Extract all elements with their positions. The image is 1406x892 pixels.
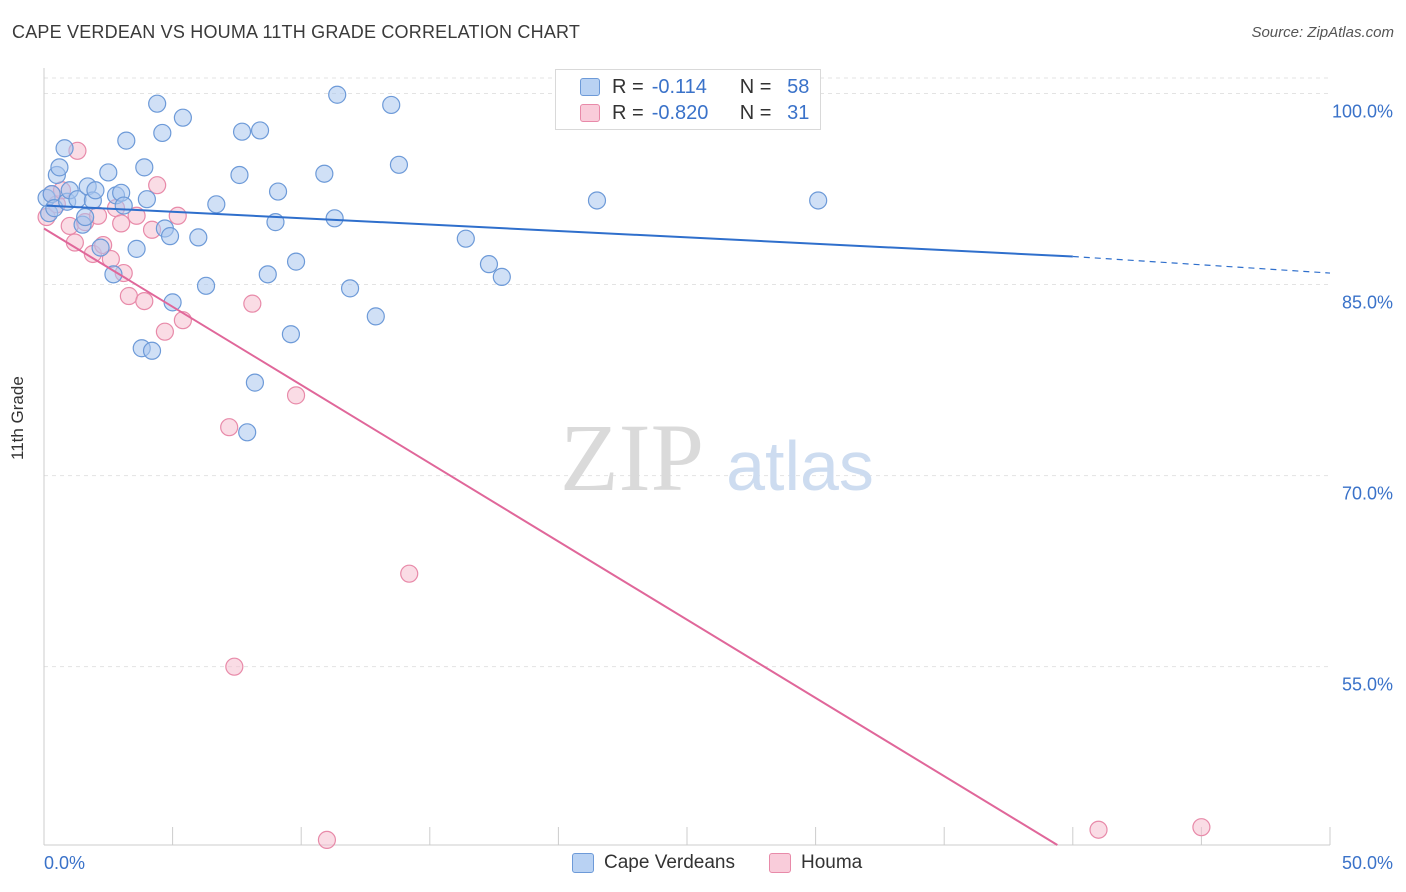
legend-row-cape-verdeans: R = -0.114 N = 58 xyxy=(580,75,809,99)
point-houma xyxy=(127,206,146,225)
point-cape-verdean xyxy=(238,423,257,442)
point-cape-verdean xyxy=(160,227,180,246)
point-cape-verdean xyxy=(245,373,265,392)
trend-line-cape-verdeans xyxy=(46,204,1073,258)
point-houma xyxy=(119,286,138,306)
legend-label-houma: Houma xyxy=(801,852,863,873)
point-cape-verdean xyxy=(127,239,146,258)
point-cape-verdean xyxy=(189,228,208,247)
legend-item-cape-verdeans[interactable]: Cape Verdeans xyxy=(572,852,735,874)
watermark-atlas: atlas xyxy=(726,427,874,505)
series-legend: Cape Verdeans Houma xyxy=(572,852,896,874)
point-cape-verdean xyxy=(114,196,133,215)
point-houma xyxy=(243,294,262,313)
point-houma xyxy=(112,214,131,233)
point-cape-verdean xyxy=(809,191,828,210)
legend-r-value: -0.820 xyxy=(651,101,709,124)
watermark-zip: ZIP xyxy=(560,404,704,511)
point-cape-verdean xyxy=(230,165,249,185)
legend-r-label: R = xyxy=(612,101,644,124)
point-cape-verdean xyxy=(268,182,288,201)
point-cape-verdean xyxy=(286,252,306,271)
point-houma xyxy=(1089,820,1108,839)
point-cape-verdean xyxy=(258,265,277,284)
y-tick-label: 85.0% xyxy=(1342,293,1393,313)
point-cape-verdean xyxy=(382,95,401,115)
chart-source: Source: ZipAtlas.com xyxy=(1251,24,1394,41)
point-cape-verdean xyxy=(173,108,192,127)
point-houma xyxy=(286,386,306,405)
y-tick-label: 55.0% xyxy=(1342,675,1393,695)
point-houma xyxy=(220,418,239,437)
series-cape-verdeans xyxy=(37,85,828,442)
point-cape-verdean xyxy=(325,209,344,228)
point-cape-verdean xyxy=(340,279,360,298)
point-houma xyxy=(155,322,174,341)
legend-swatch-pink xyxy=(769,853,791,873)
trend-line-cape-verdeans-extension xyxy=(1072,255,1331,274)
point-cape-verdean xyxy=(207,195,226,214)
chart-title: CAPE VERDEAN VS HOUMA 11TH GRADE CORRELA… xyxy=(12,22,581,42)
point-houma xyxy=(135,292,154,311)
point-cape-verdean xyxy=(50,158,69,177)
y-tick-label: 70.0% xyxy=(1342,484,1393,504)
y-tick-label: 100.0% xyxy=(1332,101,1393,121)
point-cape-verdean xyxy=(76,207,95,227)
trend-line-houma xyxy=(43,227,1058,846)
point-houma xyxy=(168,206,187,225)
point-cape-verdean xyxy=(91,238,110,257)
point-houma xyxy=(173,311,192,330)
x-tick-label: 0.0% xyxy=(44,853,85,873)
legend-item-houma[interactable]: Houma xyxy=(769,852,862,874)
legend-label-cape-verdeans: Cape Verdeans xyxy=(604,852,735,873)
x-tick-label: 50.0% xyxy=(1342,853,1393,873)
point-cape-verdean xyxy=(142,341,162,360)
point-cape-verdean xyxy=(137,190,156,209)
point-cape-verdean xyxy=(232,122,252,141)
point-cape-verdean xyxy=(55,139,74,158)
point-houma xyxy=(317,830,337,850)
legend-swatch-pink xyxy=(580,104,600,122)
point-cape-verdean xyxy=(456,229,475,248)
point-cape-verdean xyxy=(328,85,347,104)
point-cape-verdean xyxy=(366,307,385,326)
legend-row-houma: R = -0.820 N = 31 xyxy=(580,101,809,125)
point-cape-verdean xyxy=(281,325,301,344)
point-cape-verdean xyxy=(99,163,118,182)
point-houma xyxy=(400,564,419,583)
legend-swatch-blue xyxy=(580,78,600,96)
point-cape-verdean xyxy=(148,94,167,113)
legend-r-label: R = xyxy=(612,75,644,98)
trend-lines xyxy=(43,204,1331,846)
point-cape-verdean xyxy=(86,181,105,200)
point-cape-verdean xyxy=(492,267,511,286)
point-cape-verdean xyxy=(135,158,154,177)
point-cape-verdean xyxy=(196,276,216,295)
point-cape-verdean xyxy=(153,123,172,143)
point-cape-verdean xyxy=(117,131,136,150)
tick-labels: 100.0% 85.0% 70.0% 55.0% 0.0% 50.0% xyxy=(44,101,1393,873)
watermark: ZIP atlas xyxy=(560,404,874,511)
legend-swatch-blue xyxy=(572,853,594,873)
point-cape-verdean xyxy=(315,164,334,183)
point-cape-verdean xyxy=(104,265,123,284)
point-cape-verdean xyxy=(389,155,409,174)
point-cape-verdean xyxy=(587,191,607,210)
point-houma xyxy=(148,176,167,195)
legend-n-label: N = xyxy=(739,101,772,124)
point-houma xyxy=(1192,818,1211,837)
point-houma xyxy=(225,657,244,676)
legend-n-value: 31 xyxy=(787,101,810,124)
correlation-legend: R = -0.114 N = 58 R = -0.820 N = 31 xyxy=(555,69,821,130)
point-cape-verdean xyxy=(479,255,499,274)
legend-r-value: -0.114 xyxy=(651,75,707,98)
point-cape-verdean xyxy=(250,121,270,140)
legend-n-value: 58 xyxy=(787,75,810,98)
legend-n-label: N = xyxy=(739,75,772,98)
